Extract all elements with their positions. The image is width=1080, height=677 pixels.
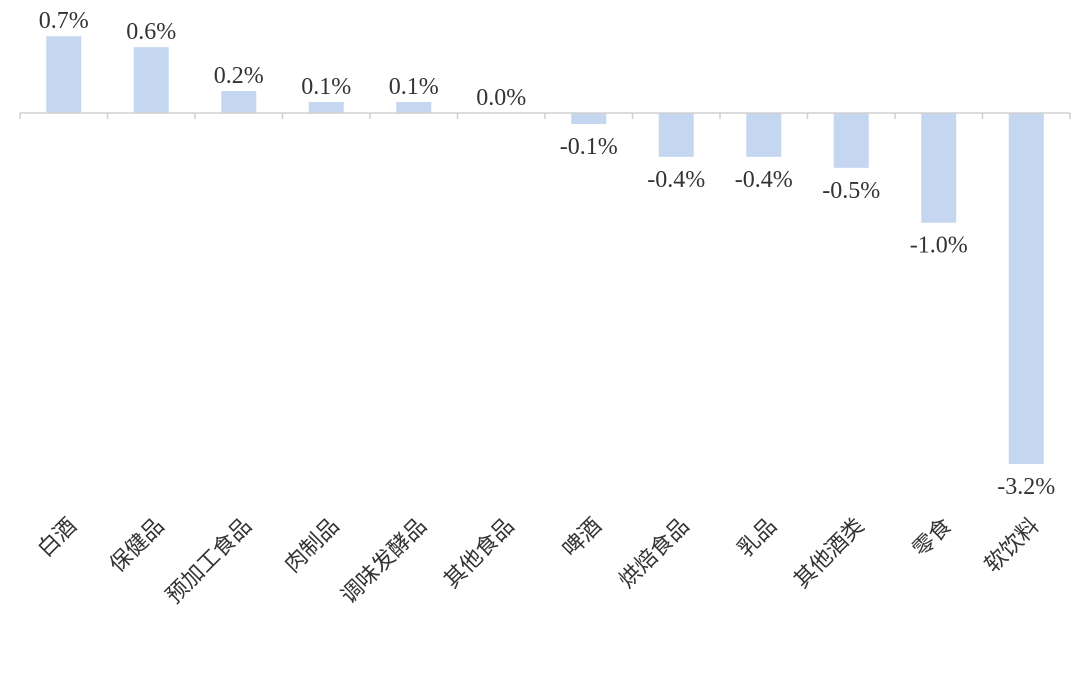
bar-2 <box>221 91 257 113</box>
data-label-8: -0.4% <box>735 167 793 193</box>
bar-6 <box>571 113 607 124</box>
bar-3 <box>308 102 344 113</box>
data-label-1: 0.6% <box>126 19 176 45</box>
data-label-3: 0.1% <box>301 74 351 100</box>
category-label-5: 其他食品 <box>440 514 520 594</box>
category-label-2: 预加工食品 <box>162 514 257 609</box>
category-label-10: 零食 <box>908 514 957 563</box>
bar-10 <box>921 113 957 223</box>
category-label-9: 其他酒类 <box>790 514 870 594</box>
bar-8 <box>746 113 782 157</box>
data-label-7: -0.4% <box>647 167 705 193</box>
data-label-5: 0.0% <box>476 85 526 111</box>
category-label-7: 烘焙食品 <box>615 514 695 594</box>
category-label-1: 保健品 <box>105 514 169 578</box>
bar-7 <box>658 113 694 157</box>
axis-ticks-layer <box>19 113 1071 119</box>
data-label-10: -1.0% <box>910 233 968 259</box>
category-label-8: 乳品 <box>733 514 782 563</box>
category-label-3: 肉制品 <box>280 514 344 578</box>
bar-0 <box>46 36 82 113</box>
bar-4 <box>396 102 432 113</box>
bar-11 <box>1008 113 1044 465</box>
data-label-11: -3.2% <box>997 474 1055 500</box>
bar-9 <box>833 113 869 168</box>
data-label-4: 0.1% <box>389 74 439 100</box>
bar-1 <box>133 47 169 113</box>
category-label-11: 软饮料 <box>980 514 1044 578</box>
category-label-4: 调味发酵品 <box>337 514 432 609</box>
data-labels-layer: 0.7% 0.6% 0.2% 0.1% 0.1% 0.0% -0.1% -0.4% -0.4% -… <box>39 8 1056 500</box>
data-label-2: 0.2% <box>214 63 264 89</box>
data-label-9: -0.5% <box>822 178 880 204</box>
category-label-0: 白酒 <box>33 514 82 563</box>
data-label-6: -0.1% <box>560 134 618 160</box>
bars-layer <box>46 36 1044 465</box>
category-label-6: 啤酒 <box>558 514 607 563</box>
data-label-0: 0.7% <box>39 8 89 34</box>
